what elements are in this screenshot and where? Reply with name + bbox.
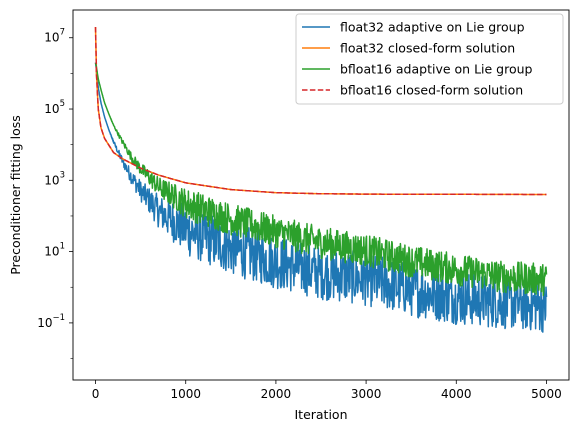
y-tick-label: 107 [44,28,65,45]
series-line-3 [94,62,548,297]
x-tick-label: 3000 [351,387,382,401]
series-layer [94,26,548,333]
x-tick-label: 4000 [441,387,472,401]
x-tick-label: 5000 [531,387,562,401]
x-axis-label: Iteration [294,407,347,422]
series-line-4 [94,26,547,196]
legend: float32 adaptive on Lie group float32 clo… [295,13,564,105]
x-tick-label: 2000 [261,387,292,401]
plot-frame [72,9,570,381]
x-tick-label: 1000 [170,387,201,401]
series-line-1 [94,62,548,333]
legend-box [295,13,564,105]
y-tick-label: 101 [44,242,65,259]
legend-label: float32 closed-form solution [340,41,515,56]
legend-label: bfloat16 adaptive on Lie group [340,62,533,77]
y-axis-label: Preconditioner fitting loss [8,115,23,275]
legend-label: float32 adaptive on Lie group [340,20,525,35]
y-axis: 10−1 101 103 105 107 [37,28,73,359]
x-axis: 0 1000 2000 3000 4000 5000 [92,380,562,401]
y-tick-label: 105 [44,99,65,116]
legend-label: bfloat16 closed-form solution [340,83,523,98]
y-tick-label: 103 [44,170,65,187]
x-tick-label: 0 [92,387,100,401]
y-tick-label: 10−1 [37,313,65,330]
